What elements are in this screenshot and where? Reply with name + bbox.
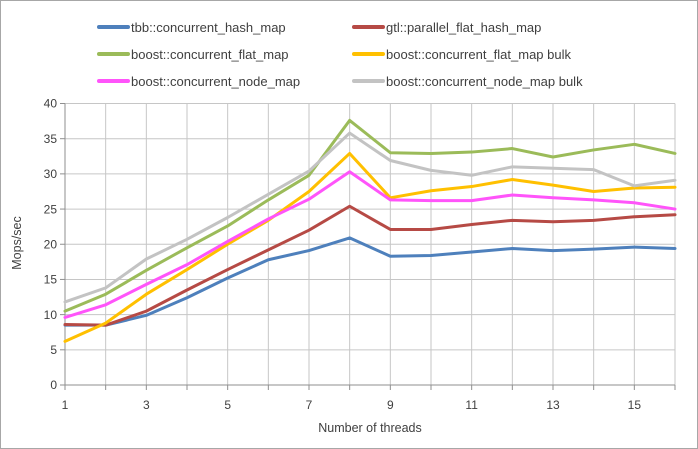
x-tick-label: 13	[546, 398, 560, 412]
legend-line-swatch	[97, 52, 130, 56]
y-tick-label: 35	[44, 132, 58, 146]
x-tick-label: 3	[143, 398, 150, 412]
y-tick-label: 40	[44, 97, 58, 111]
y-tick-label: 10	[44, 308, 58, 322]
legend-label: boost::concurrent_node_map	[131, 73, 301, 89]
legend-line-swatch	[352, 52, 385, 56]
legend-line-swatch	[97, 79, 130, 83]
legend-label: boost::concurrent_flat_map bulk	[386, 46, 571, 62]
x-tick-label: 5	[224, 398, 231, 412]
x-tick-label: 1	[62, 398, 69, 412]
legend-line-swatch	[97, 25, 130, 29]
legend-item: boost::concurrent_flat_map	[97, 41, 289, 68]
series-line-tbb-concurrent-hash-map	[63, 236, 677, 327]
chart-series	[63, 118, 677, 343]
y-tick-label: 30	[44, 167, 58, 181]
legend-line-swatch	[352, 25, 385, 29]
x-tick-label: 9	[387, 398, 394, 412]
y-tick-label: 20	[44, 237, 58, 251]
series-line-boost-concurrent-node-map	[63, 170, 677, 319]
series-line-boost-concurrent-node-map-bulk	[63, 131, 677, 304]
x-axis-title: Number of threads	[318, 421, 422, 435]
legend-label: tbb::concurrent_hash_map	[131, 19, 286, 35]
legend-item: gtl::parallel_flat_hash_map	[352, 14, 541, 41]
x-tick-label: 11	[465, 398, 478, 412]
legend-item: boost::concurrent_flat_map bulk	[352, 41, 571, 68]
y-tick-label: 15	[44, 273, 58, 287]
y-tick-label: 5	[50, 343, 57, 357]
chart-legend: tbb::concurrent_hash_map gtl::parallel_fl…	[1, 1, 697, 97]
x-tick-label: 15	[628, 398, 642, 412]
y-tick-label: 25	[44, 202, 58, 216]
y-tick-label: 0	[50, 378, 57, 392]
legend-label: boost::concurrent_flat_map	[131, 46, 289, 62]
legend-label: boost::concurrent_node_map bulk	[386, 73, 583, 89]
legend-label: gtl::parallel_flat_hash_map	[386, 19, 542, 35]
axes	[60, 103, 676, 390]
series-line-gtl-parallel-flat-hash-map	[63, 204, 677, 327]
series-line-boost-concurrent-flat-map	[63, 118, 677, 313]
legend-line-swatch	[352, 79, 385, 83]
legend-item: boost::concurrent_node_map bulk	[352, 68, 583, 95]
series-line-boost-concurrent-flat-map-bulk	[63, 151, 677, 343]
legend-item: boost::concurrent_node_map	[97, 68, 300, 95]
x-tick-label: 7	[306, 398, 313, 412]
legend-item: tbb::concurrent_hash_map	[97, 14, 286, 41]
y-axis-title: Mops/sec	[10, 216, 24, 270]
